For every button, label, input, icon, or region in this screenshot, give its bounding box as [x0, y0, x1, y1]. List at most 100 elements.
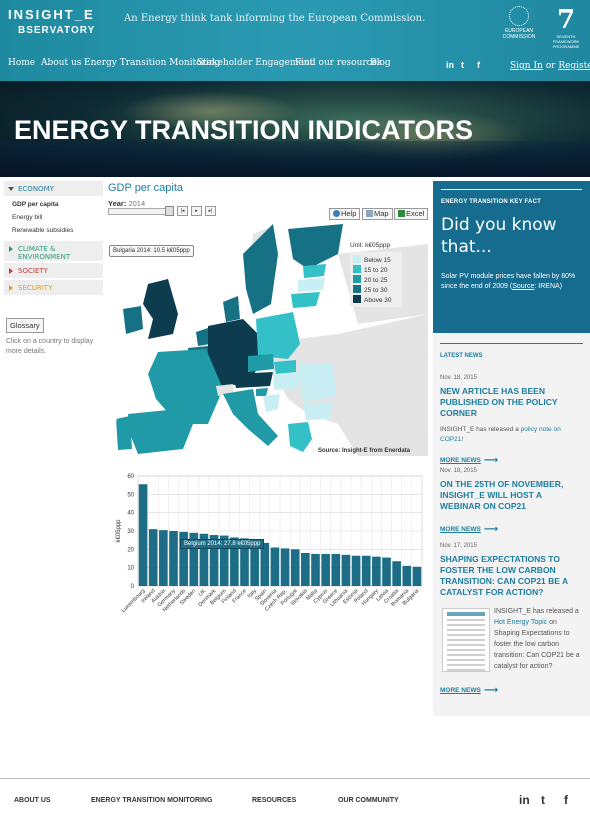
news-title[interactable]: NEW ARTICLE HAS BEEN PUBLISHED ON THE PO…: [440, 386, 558, 418]
news-title[interactable]: ON THE 25TH OF NOVEMBER, INSIGHT_E WILL …: [440, 479, 564, 511]
site-tagline: An Energy think tank informing the Europ…: [124, 13, 426, 24]
bar[interactable]: [412, 566, 422, 586]
legend-label: 20 to 25: [364, 277, 388, 284]
bar[interactable]: [230, 537, 239, 586]
bar[interactable]: [382, 557, 391, 586]
gdp-bar-chart[interactable]: 0102030405060LuxembourgIrelandAustriaGer…: [108, 468, 430, 628]
bar[interactable]: [341, 554, 351, 586]
news-item: Nov. 18, 2015 ON THE 25TH OF NOVEMBER, I…: [440, 468, 584, 535]
category-society[interactable]: SOCIETY: [4, 263, 103, 278]
indicator-energy-bill[interactable]: Energy bill: [12, 214, 43, 221]
category-climate-environment[interactable]: CLIMATE & ENVIRONMENT: [4, 241, 103, 261]
more-news-link[interactable]: MORE NEWS ⟶: [440, 455, 584, 466]
bar[interactable]: [250, 541, 259, 586]
indicator-renewable-subsidies[interactable]: Renewable subsidies: [12, 227, 74, 234]
bar[interactable]: [270, 547, 280, 587]
footer-energy-transition-monitoring[interactable]: ENERGY TRANSITION MONITORING: [91, 797, 213, 804]
news-item: Nov. 18, 2015 NEW ARTICLE HAS BEEN PUBLI…: [440, 375, 584, 466]
bar[interactable]: [148, 529, 158, 586]
indicator-gdp-per-capita[interactable]: GDP per capita: [12, 201, 59, 208]
bar[interactable]: [372, 556, 381, 586]
bar[interactable]: [311, 553, 320, 586]
news-body-text: INSIGHT_E has released a: [440, 426, 521, 433]
bar[interactable]: [209, 535, 219, 586]
map-button[interactable]: Map: [362, 208, 393, 220]
bar[interactable]: [290, 549, 300, 586]
year-slider-handle[interactable]: [165, 206, 174, 216]
linkedin-icon[interactable]: in: [446, 60, 454, 70]
nav-stakeholder-engagement[interactable]: Stakeholder Engagement: [197, 58, 314, 68]
category-label: SOCIETY: [18, 267, 48, 275]
facebook-icon[interactable]: f: [477, 60, 480, 70]
excel-icon: [398, 210, 405, 217]
bar[interactable]: [301, 553, 310, 586]
bar[interactable]: [138, 484, 148, 586]
sidebar-hint: Click on a country to display more detai…: [6, 338, 94, 355]
map-source: Source: Insight-E from Enerdata: [318, 448, 411, 454]
logo-line-1: INSIGHT_E: [8, 7, 95, 22]
legend-label: 15 to 20: [364, 267, 388, 274]
last-year-button[interactable]: ▸|: [205, 206, 216, 216]
indicator-title: GDP per capita: [108, 182, 184, 194]
footer-facebook-icon[interactable]: f: [564, 793, 568, 807]
play-button[interactable]: ▸: [191, 206, 202, 216]
bar[interactable]: [392, 561, 401, 586]
thumbnail-line: [447, 649, 485, 651]
first-year-button[interactable]: |◂: [177, 206, 188, 216]
excel-label: Excel: [406, 209, 425, 218]
footer-about-us[interactable]: ABOUT US: [14, 797, 51, 804]
map-tooltip: Bulgaria 2014: 10.5 k€05ppp: [109, 245, 194, 257]
bar[interactable]: [219, 535, 229, 586]
publication-thumbnail[interactable]: [442, 608, 490, 672]
bar[interactable]: [159, 530, 168, 586]
bar[interactable]: [331, 553, 341, 586]
thumbnail-line: [447, 654, 485, 656]
bar[interactable]: [321, 553, 330, 586]
bar[interactable]: [361, 555, 371, 586]
nav-find-our-resources[interactable]: Find our resources: [295, 58, 382, 68]
footer-our-community[interactable]: OUR COMMUNITY: [338, 797, 399, 804]
map-country-latvia: [298, 278, 325, 292]
bar[interactable]: [179, 531, 188, 586]
more-news-link[interactable]: MORE NEWS ⟶: [440, 524, 584, 535]
map-country-poland: [256, 312, 300, 359]
help-button[interactable]: Help: [329, 208, 361, 220]
nav-blog[interactable]: Blog: [370, 58, 391, 68]
footer-twitter-icon[interactable]: t: [541, 793, 545, 807]
register-link[interactable]: Register: [558, 61, 590, 71]
site-header: INSIGHT_E BSERVATORY An Energy think tan…: [0, 0, 590, 81]
twitter-icon[interactable]: t: [461, 60, 464, 70]
bar[interactable]: [351, 555, 361, 586]
bar[interactable]: [240, 538, 249, 586]
site-logo[interactable]: INSIGHT_E BSERVATORY: [8, 8, 95, 37]
nav-about-us[interactable]: About us: [41, 58, 82, 68]
category-security[interactable]: SECURITY: [4, 280, 103, 295]
fp7-logo[interactable]: 7 SEVENTH FRAMEWORK PROGRAMME: [548, 6, 584, 49]
bar[interactable]: [189, 532, 199, 586]
key-fact-headline: Did you know that...: [441, 215, 557, 257]
excel-button[interactable]: Excel: [394, 208, 429, 220]
nav-home[interactable]: Home: [8, 58, 36, 68]
europe-choropleth-map[interactable]: [108, 224, 428, 456]
footer-linkedin-icon[interactable]: in: [519, 793, 530, 807]
key-fact-source-link[interactable]: Source: [512, 283, 535, 290]
european-commission-logo[interactable]: EUROPEAN COMMISSION: [500, 6, 538, 42]
footer-resources[interactable]: RESOURCES: [252, 797, 297, 804]
bar[interactable]: [280, 548, 290, 586]
more-news-link[interactable]: MORE NEWS ⟶: [440, 685, 498, 696]
news-body-link[interactable]: policy note on COP21: [440, 426, 561, 443]
year-slider[interactable]: [108, 208, 166, 215]
category-economy[interactable]: ECONOMY: [4, 181, 103, 196]
bar[interactable]: [169, 531, 178, 586]
bar[interactable]: [402, 565, 412, 586]
page-title: ENERGY TRANSITION INDICATORS: [14, 115, 474, 145]
nav-energy-transition-monitoring[interactable]: Energy Transition Monitoring: [84, 58, 221, 68]
sign-in-link[interactable]: Sign In: [510, 61, 543, 71]
map-country-portugal: [116, 416, 132, 450]
bar[interactable]: [260, 542, 270, 586]
news-body-link[interactable]: Hot Energy Topic: [494, 619, 548, 626]
news-title[interactable]: SHAPING EXPECTATIONS TO FOSTER THE LOW C…: [440, 554, 568, 597]
glossary-button[interactable]: Glossary: [6, 318, 44, 333]
thumbnail-line: [447, 659, 485, 661]
bar[interactable]: [199, 533, 209, 586]
